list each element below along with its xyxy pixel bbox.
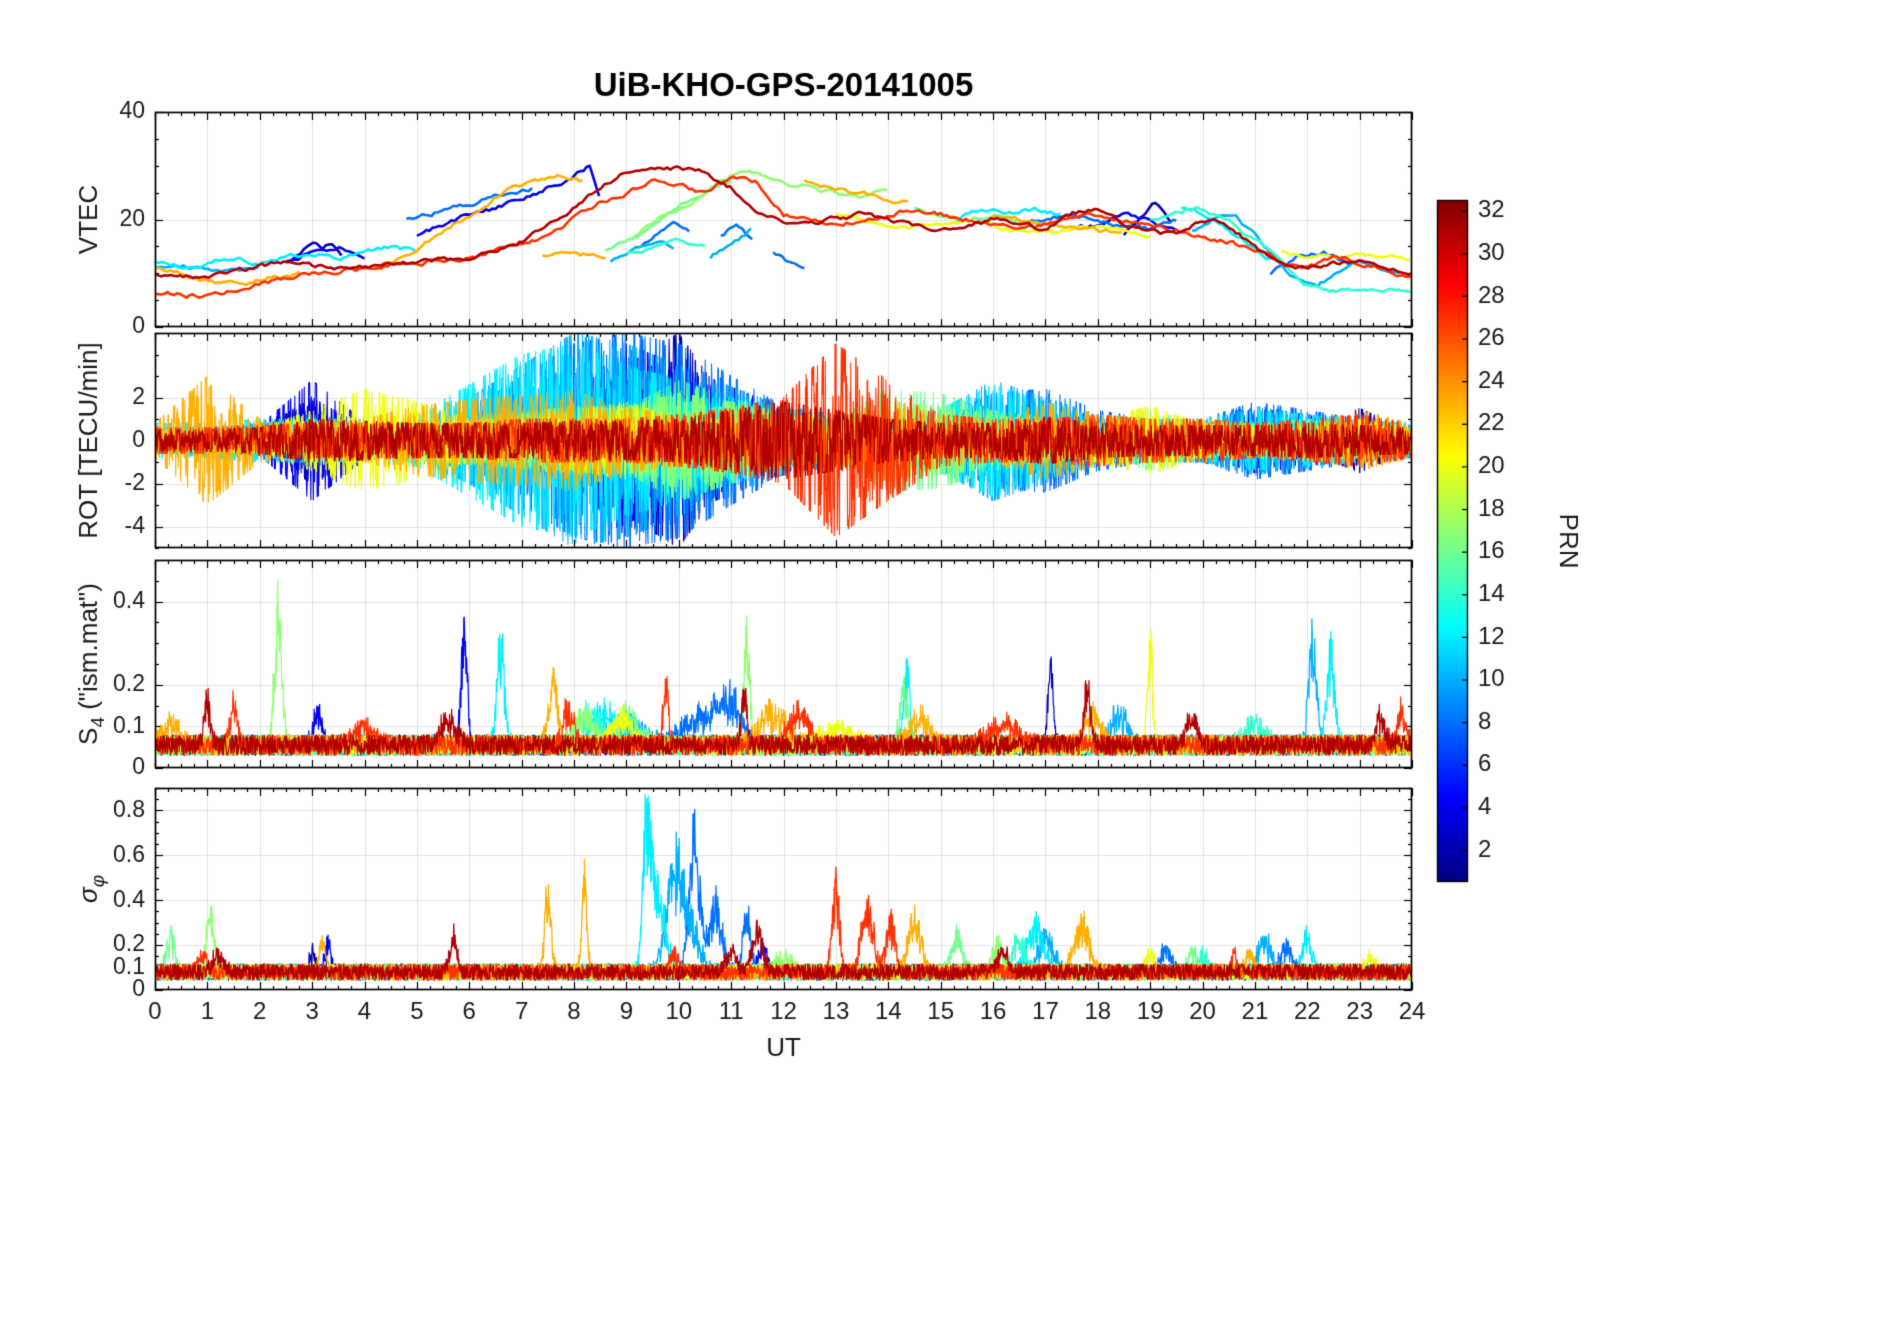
figure-canvas <box>0 0 1902 1330</box>
gps-scintillation-figure: UiB-KHO-GPS-20141005 <box>0 0 1902 1330</box>
